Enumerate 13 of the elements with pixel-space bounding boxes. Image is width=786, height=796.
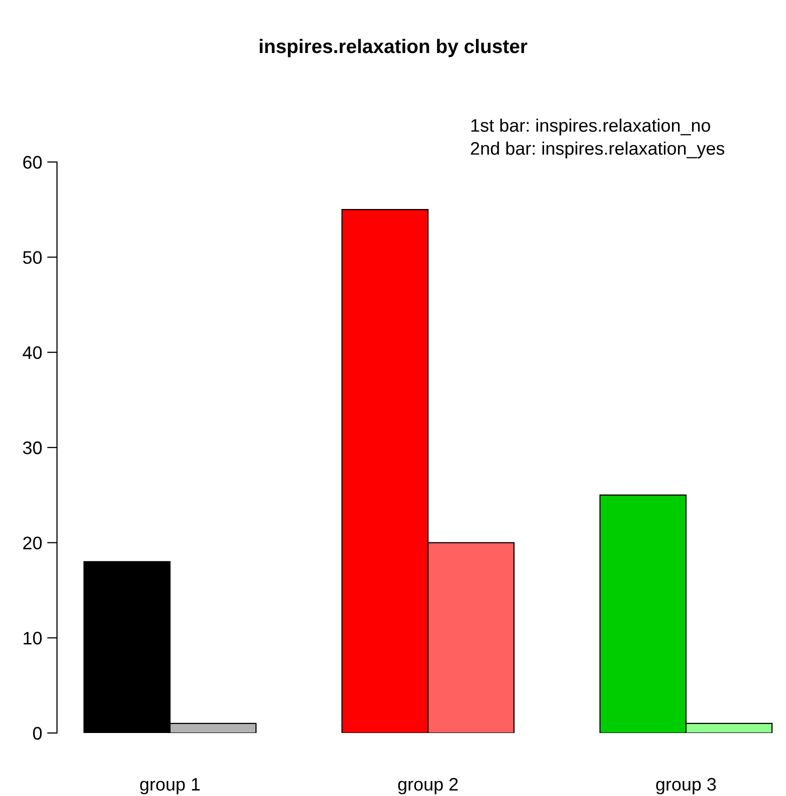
y-tick-label: 40 [22,346,42,360]
y-tick-label: 0 [33,726,42,740]
y-tick-label: 10 [24,632,42,645]
chart-title: inspires.relaxation by cluster [260,38,528,58]
x-tick-label: group 3 [656,778,716,794]
x-tick-label: group 2 [398,778,458,794]
y-tick-label: 50 [23,251,42,264]
text: 1st bar: inspires.relaxation_no [471,118,710,136]
y-tick-label: 30 [23,441,42,454]
y-tick-label: 60 [23,156,42,169]
text: 2nd bar: inspires.relaxation_yes [470,142,724,158]
y-tick-label: 20 [23,536,42,550]
x-tick-label: group 1 [140,778,200,794]
